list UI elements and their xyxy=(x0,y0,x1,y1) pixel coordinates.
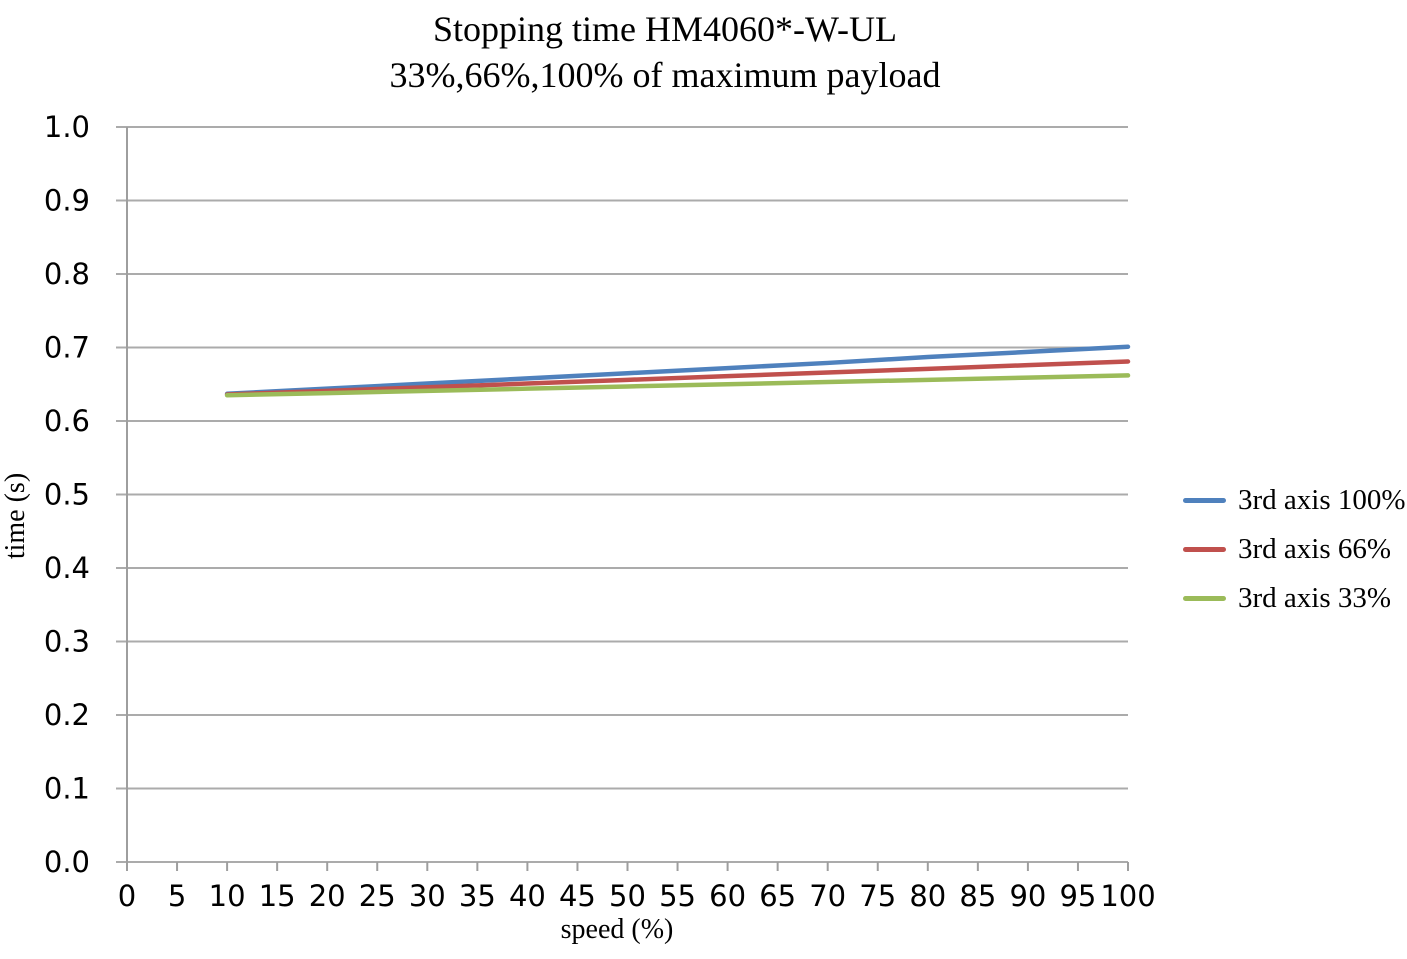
y-tick-label: 0.0 xyxy=(44,845,90,879)
x-tick-label: 75 xyxy=(859,879,896,913)
y-axis-title: time (s) xyxy=(0,472,31,560)
x-tick-label: 100 xyxy=(1100,879,1155,913)
chart-title-line1: Stopping time HM4060*-W-UL xyxy=(433,9,897,49)
legend-item: 3rd axis 33% xyxy=(1183,574,1406,623)
legend-item: 3rd axis 66% xyxy=(1183,525,1406,574)
legend-label: 3rd axis 66% xyxy=(1238,533,1392,565)
x-tick-label: 30 xyxy=(409,879,446,913)
x-tick-label: 95 xyxy=(1059,879,1096,913)
legend-swatch-icon xyxy=(1183,547,1226,552)
y-tick-label: 0.9 xyxy=(44,184,90,218)
y-tick-label: 0.6 xyxy=(44,404,90,438)
x-tick-label: 0 xyxy=(118,879,136,913)
x-tick-label: 55 xyxy=(659,879,696,913)
y-tick-label: 0.4 xyxy=(44,551,90,585)
legend-swatch-icon xyxy=(1183,498,1226,503)
series-line-3rd-axis-100- xyxy=(224,344,1131,397)
legend: 3rd axis 100% 3rd axis 66% 3rd axis 33% xyxy=(1183,476,1406,623)
legend-label: 3rd axis 33% xyxy=(1238,582,1392,614)
x-tick-label: 20 xyxy=(309,879,346,913)
x-tick-label: 25 xyxy=(359,879,396,913)
x-tick-label: 65 xyxy=(759,879,796,913)
y-tick-label: 0.8 xyxy=(44,257,90,291)
y-tick-label: 0.2 xyxy=(44,698,90,732)
x-tick-label: 60 xyxy=(709,879,746,913)
series-line-3rd-axis-33- xyxy=(224,373,1131,398)
x-tick-label: 85 xyxy=(959,879,996,913)
chart-title-line2: 33%,66%,100% of maximum payload xyxy=(389,55,941,95)
legend-item: 3rd axis 100% xyxy=(1183,476,1406,525)
x-tick-label: 50 xyxy=(609,879,646,913)
y-tick-label: 0.7 xyxy=(44,331,90,365)
x-axis-title: speed (%) xyxy=(560,914,674,945)
x-tick-label: 40 xyxy=(509,879,546,913)
x-tick-label: 10 xyxy=(209,879,246,913)
x-tick-label: 35 xyxy=(459,879,496,913)
x-tick-label: 90 xyxy=(1009,879,1046,913)
y-tick-label: 1.0 xyxy=(44,110,90,144)
chart-title: Stopping time HM4060*-W-UL 33%,66%,100% … xyxy=(0,6,1330,98)
y-tick-label: 0.1 xyxy=(44,772,90,806)
x-tick-label: 5 xyxy=(168,879,186,913)
legend-swatch-icon xyxy=(1183,596,1226,601)
x-tick-label: 70 xyxy=(809,879,846,913)
y-tick-label: 0.3 xyxy=(44,625,90,659)
x-tick-label: 15 xyxy=(259,879,296,913)
x-tick-label: 45 xyxy=(559,879,596,913)
legend-label: 3rd axis 100% xyxy=(1238,484,1406,516)
y-tick-label: 0.5 xyxy=(44,478,90,512)
series-line-3rd-axis-66- xyxy=(224,359,1131,397)
x-tick-label: 80 xyxy=(909,879,946,913)
